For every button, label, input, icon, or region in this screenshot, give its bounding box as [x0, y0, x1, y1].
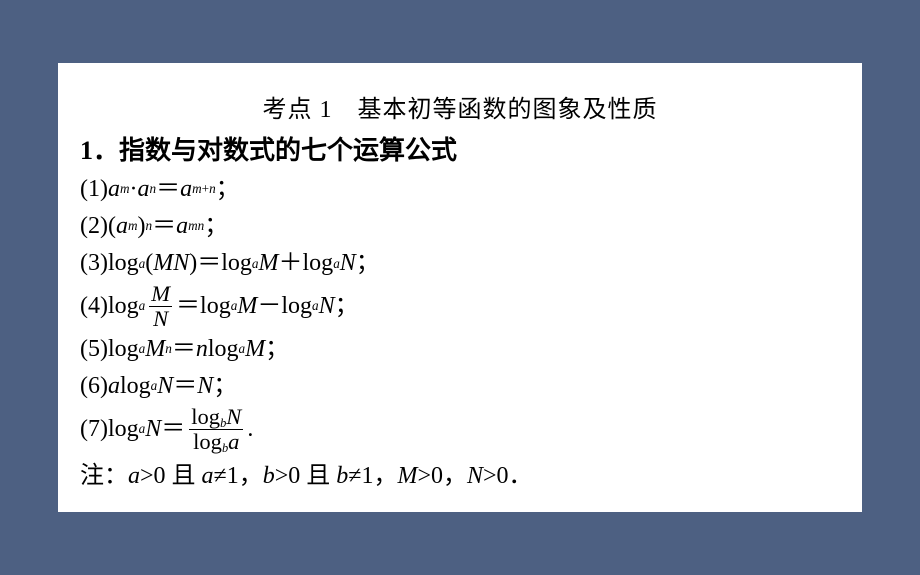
formula-5-label: (5) — [80, 331, 108, 368]
formula-6: (6) alogaN ＝ N ； — [80, 368, 840, 405]
formula-3: (3) loga(MN) ＝ logaM ＋ logaN ； — [80, 245, 840, 282]
formula-6-label: (6) — [80, 368, 108, 405]
document-page: 考点 1 基本初等函数的图象及性质 1．指数与对数式的七个运算公式 (1) am… — [58, 63, 862, 513]
formula-1-label: (1) — [80, 171, 108, 208]
fraction-M-over-N: M N — [147, 282, 174, 330]
note-prefix: 注： — [80, 463, 128, 489]
fraction-change-of-base: logbN logba — [187, 405, 245, 453]
formula-2: (2) (am)n ＝ amn ； — [80, 208, 840, 245]
formula-2-label: (2) — [80, 208, 108, 245]
formula-3-label: (3) — [80, 245, 108, 282]
page-title: 考点 1 基本初等函数的图象及性质 — [80, 89, 840, 124]
formula-4: (4) loga M N ＝ logaM － logaN ； — [80, 282, 840, 330]
formula-4-label: (4) — [80, 288, 108, 325]
section-subtitle: 1．指数与对数式的七个运算公式 — [80, 130, 840, 167]
formula-1: (1) am · an ＝ am+n ； — [80, 171, 840, 208]
note-line: 注：a>0 且 a≠1，b>0 且 b≠1，M>0，N>0． — [80, 455, 840, 490]
formula-7: (7) logaN ＝ logbN logba . — [80, 405, 840, 453]
formula-7-label: (7) — [80, 411, 108, 448]
formula-5: (5) logaMn ＝ nlogaM ； — [80, 331, 840, 368]
